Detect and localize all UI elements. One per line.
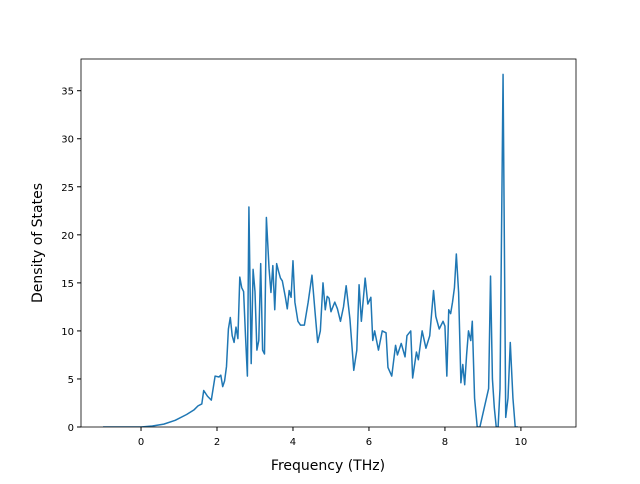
y-tick-label: 20 xyxy=(61,231,74,242)
y-tick-label: 35 xyxy=(61,87,74,98)
series-line xyxy=(103,73,518,427)
x-tick-label: 10 xyxy=(515,437,528,448)
x-tick-label: 6 xyxy=(366,437,372,448)
y-tick-label: 10 xyxy=(61,327,74,338)
x-tick-label: 4 xyxy=(290,437,296,448)
y-tick-label: 25 xyxy=(61,183,74,194)
y-tick-label: 0 xyxy=(68,423,74,434)
y-tick-label: 30 xyxy=(61,135,74,146)
x-tick-label: 0 xyxy=(138,437,144,448)
x-tick-label: 2 xyxy=(214,437,220,448)
y-tick-label: 15 xyxy=(61,279,74,290)
y-tick-label: 5 xyxy=(68,375,74,386)
plot-frame xyxy=(80,58,577,428)
y-axis-label: Density of States xyxy=(30,183,46,303)
x-tick-label: 8 xyxy=(442,437,448,448)
x-axis-label: Frequency (THz) xyxy=(271,458,385,474)
